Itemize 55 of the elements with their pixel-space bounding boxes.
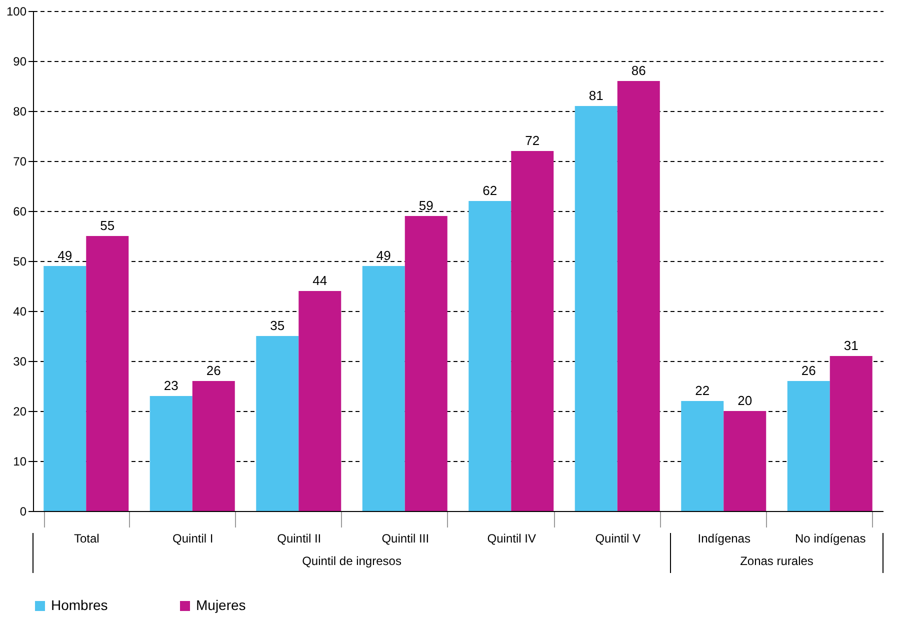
bar: [404, 216, 448, 511]
y-tick-label: 100: [6, 4, 27, 18]
legend-label: Mujeres: [196, 597, 246, 613]
x-tick-label: Quintil II: [277, 532, 322, 546]
bar: [724, 411, 766, 511]
bar: [574, 106, 618, 511]
y-tick-label: 90: [13, 54, 27, 68]
data-label: 31: [844, 338, 858, 353]
bar: [511, 151, 554, 511]
y-tick-label: 50: [13, 254, 27, 268]
y-tick-label: 20: [13, 404, 27, 418]
x-tick-label: Indígenas: [698, 532, 750, 546]
text: Zonas rurales: [740, 554, 814, 568]
y-tick-label: 0: [20, 504, 27, 518]
legend-label: Hombres: [51, 597, 108, 613]
bar: [298, 291, 342, 511]
x-tick-label: Quintil IV: [487, 532, 536, 546]
data-label: 55: [100, 218, 115, 233]
x-tick-label: Total: [74, 532, 100, 546]
y-tick-label: 30: [13, 354, 27, 368]
data-label: 81: [588, 88, 604, 103]
data-label: 49: [376, 248, 391, 263]
data-label: 72: [525, 133, 540, 148]
bar: [787, 381, 830, 511]
x-tick-label: Quintil V: [595, 532, 641, 546]
y-tick-label: 60: [13, 204, 27, 218]
y-tick-label: 40: [13, 304, 27, 318]
x-tick-label: Quintil III: [382, 532, 430, 546]
x-tick-label: No indígenas: [795, 532, 866, 546]
data-label: 62: [482, 183, 498, 198]
bar: [362, 266, 405, 511]
bar: [468, 201, 512, 511]
data-label: 86: [631, 63, 646, 78]
text: Quintil de ingresos: [302, 554, 402, 568]
data-label: 20: [738, 393, 752, 408]
data-label: 44: [312, 273, 328, 288]
data-label: 22: [695, 383, 710, 398]
data-label: 59: [418, 198, 434, 213]
bar: [86, 236, 129, 511]
y-tick-label: 70: [13, 154, 27, 168]
data-label: 26: [801, 363, 816, 378]
bar: [830, 356, 872, 511]
data-label: 49: [58, 248, 72, 263]
data-label: 35: [270, 318, 285, 333]
data-label: 23: [164, 378, 178, 393]
data-label: 26: [206, 363, 221, 378]
bar: [150, 396, 192, 511]
bar: [44, 266, 86, 511]
bar: [256, 336, 299, 511]
y-tick-label: 10: [13, 454, 27, 468]
y-tick-label: 80: [13, 104, 27, 118]
bar: [192, 381, 235, 511]
bar: [617, 81, 660, 511]
x-tick-label: Quintil I: [172, 532, 214, 546]
bar: [681, 401, 724, 511]
